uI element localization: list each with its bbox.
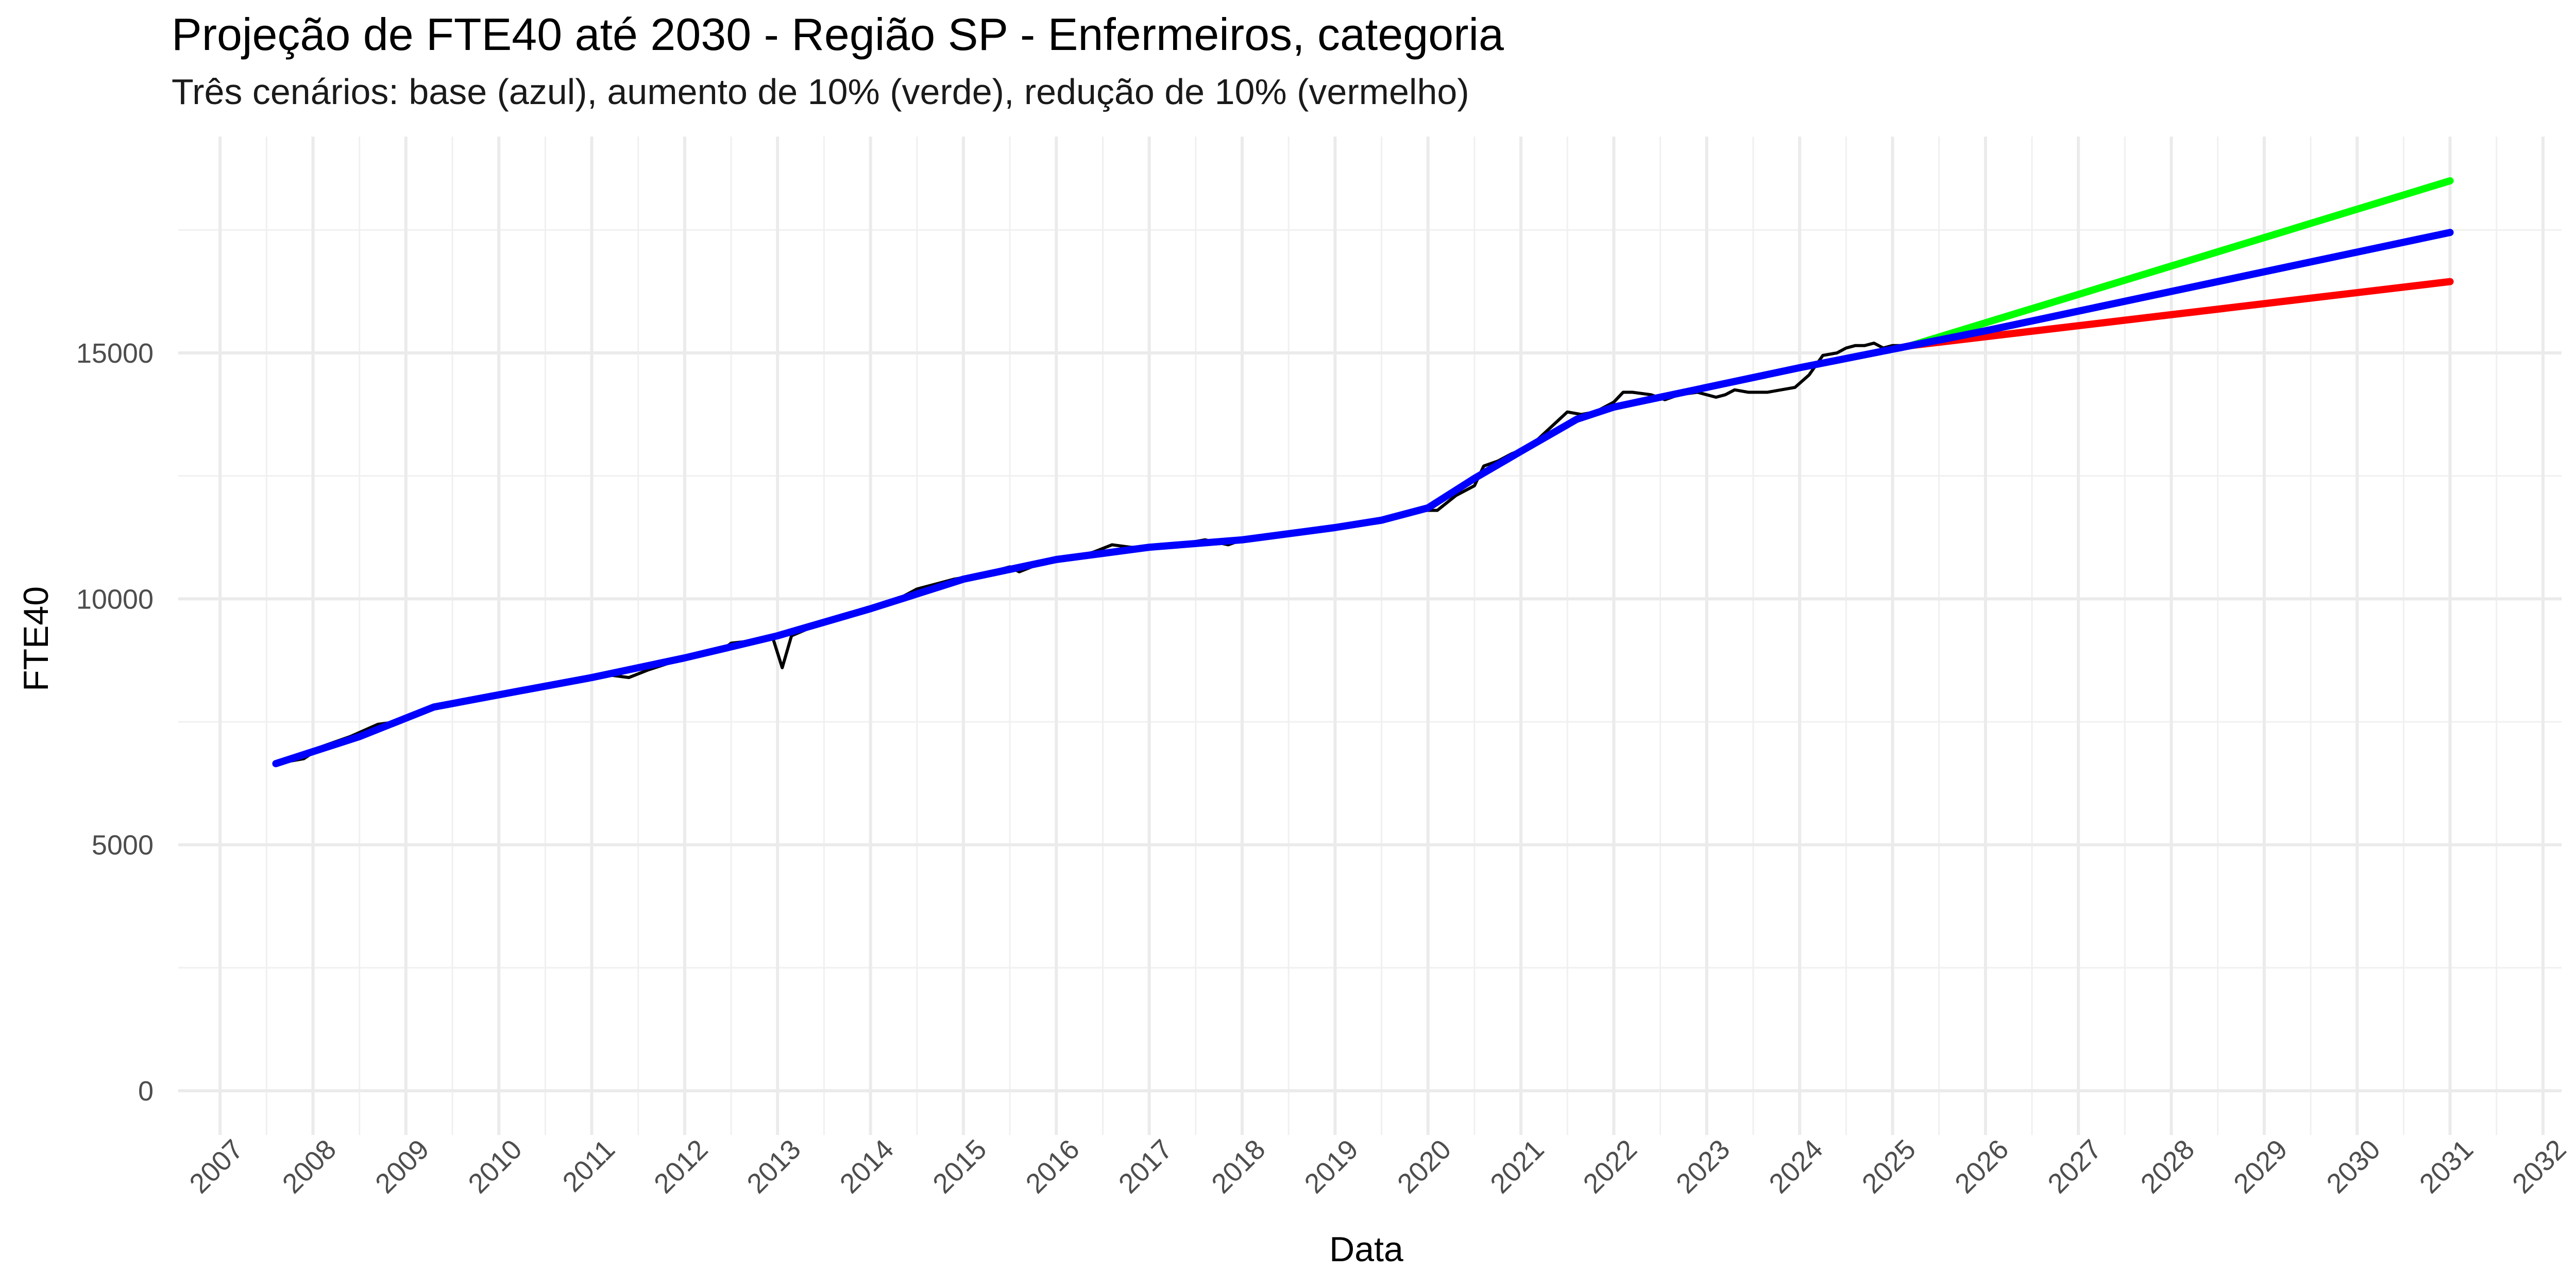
x-tick-label: 2009 <box>369 1134 435 1199</box>
x-tick-label: 2012 <box>648 1134 714 1199</box>
series-line-1 <box>1907 177 2454 349</box>
x-tick-label: 2007 <box>183 1134 249 1199</box>
x-tick-label: 2013 <box>741 1134 806 1199</box>
x-tick-label: 2024 <box>1763 1134 1828 1199</box>
x-tick-label: 2025 <box>1856 1134 1922 1199</box>
x-tick-label: 2029 <box>2228 1134 2293 1199</box>
grid-layer <box>178 137 2562 1135</box>
chart-subtitle: Três cenários: base (azul), aumento de 1… <box>172 72 1469 112</box>
x-tick-label: 2010 <box>462 1134 528 1199</box>
y-tick-label: 10000 <box>76 584 154 615</box>
x-tick-label: 2020 <box>1392 1134 1457 1199</box>
x-tick-label: 2016 <box>1020 1134 1086 1199</box>
y-axis-title: FTE40 <box>16 586 56 691</box>
y-tick-label: 15000 <box>76 338 154 369</box>
chart-title: Projeção de FTE40 até 2030 - Região SP -… <box>172 9 1504 60</box>
x-tick-label: 2027 <box>2042 1134 2107 1199</box>
x-tick-label: 2021 <box>1484 1134 1550 1199</box>
series-line-2 <box>1907 278 2454 349</box>
series-line-3 <box>272 229 2454 768</box>
x-axis-title: Data <box>1329 1230 1403 1269</box>
x-tick-label: 2026 <box>1949 1134 2014 1199</box>
y-tick-label: 0 <box>138 1076 154 1107</box>
x-tick-label: 2017 <box>1113 1134 1178 1199</box>
x-tick-label: 2028 <box>2135 1134 2200 1199</box>
x-tick-label: 2011 <box>557 1134 621 1198</box>
y-tick-labels: 0 5000 10000 15000 <box>76 338 154 1107</box>
x-tick-label: 2014 <box>834 1134 900 1199</box>
x-tick-label: 2023 <box>1670 1134 1736 1199</box>
x-tick-label: 2022 <box>1578 1134 1643 1199</box>
x-tick-label: 2018 <box>1206 1134 1271 1199</box>
x-tick-label: 2008 <box>277 1134 342 1199</box>
series-layer <box>272 177 2454 768</box>
x-tick-label: 2019 <box>1299 1134 1364 1199</box>
y-tick-label: 5000 <box>92 830 154 861</box>
x-tick-label: 2015 <box>927 1134 992 1199</box>
x-tick-label: 2032 <box>2506 1134 2572 1199</box>
x-tick-labels: 2007 2008 2009 2010 2011 2012 2013 2014 2015 2016… <box>183 1134 2572 1199</box>
x-tick-label: 2030 <box>2320 1134 2386 1199</box>
x-tick-label: 2031 <box>2414 1134 2479 1199</box>
